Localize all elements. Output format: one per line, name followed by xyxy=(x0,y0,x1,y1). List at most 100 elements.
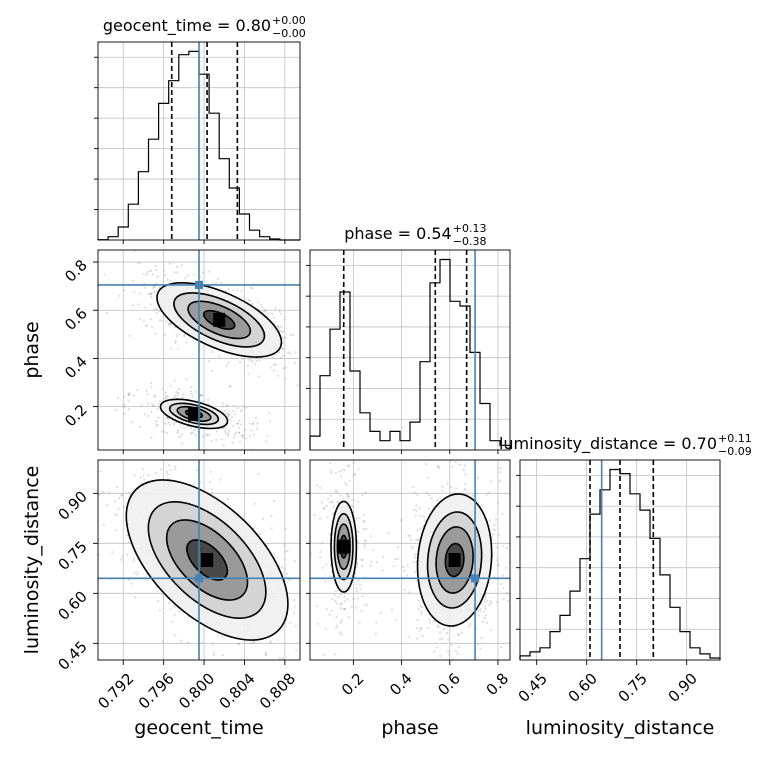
panel-geocent-phase-sample xyxy=(228,429,231,432)
panel-phase-distance-sample xyxy=(396,558,399,561)
panel-geocent-distance-sample xyxy=(144,579,147,582)
panel-geocent-phase-sample xyxy=(152,285,155,288)
panel-geocent-phase-sample xyxy=(164,397,167,400)
panel-geocent-phase-sample xyxy=(231,416,234,419)
panel-geocent-phase-sample xyxy=(150,382,153,385)
panel-phase-distance-frame xyxy=(309,459,511,661)
panel-phase-distance-sample xyxy=(484,597,487,601)
panel-geocent-distance-sample xyxy=(114,528,118,532)
panel-geocent-phase-sample xyxy=(252,433,255,436)
panel-geocent-phase-sample xyxy=(150,386,153,389)
panel-phase-distance-sample xyxy=(362,520,365,523)
panel-geocent-distance-sample xyxy=(102,524,105,527)
panel-geocent-phase-sample xyxy=(179,424,182,427)
panel-geocent-phase-sample xyxy=(264,310,267,313)
panel-phase-distance-sample xyxy=(479,647,482,650)
panel-phase-distance-sample xyxy=(327,497,330,500)
panel-geocent-distance-sample xyxy=(194,454,196,456)
panel-phase-distance-sample xyxy=(412,561,415,564)
panel-phase-distance-sample xyxy=(334,471,338,474)
panel-phase-distance-sample xyxy=(306,535,308,537)
panel-phase-distance-sample xyxy=(320,501,323,504)
panel-geocent-phase-sample xyxy=(182,427,186,430)
panel-geocent-phase-sample xyxy=(155,307,158,310)
panel-geocent-phase-sample xyxy=(238,440,241,443)
panel-geocent-distance-sample xyxy=(193,481,196,484)
panel-phase-distance-sample xyxy=(438,638,441,641)
panel-geocent-phase-sample xyxy=(165,416,168,419)
ytick-label-luminosity_distance-1: 0.60 xyxy=(54,587,90,623)
panel-geocent-distance-sample xyxy=(168,464,171,467)
panel-geocent-phase-sample xyxy=(250,286,253,289)
panel-phase-distance-sample xyxy=(335,602,338,605)
panel-phase-distance-sample xyxy=(358,516,361,520)
panel-phase-distance-sample xyxy=(418,630,421,633)
panel-geocent-phase xyxy=(97,249,309,451)
panel-phase-distance-sample xyxy=(337,439,339,441)
panel-geocent-phase-sample xyxy=(207,270,210,273)
panel-geocent-phase-sample xyxy=(169,423,172,426)
panel-geocent-phase-sample xyxy=(154,290,157,293)
panel-phase-distance-sample xyxy=(448,653,451,656)
panel-geocent-phase-sample xyxy=(289,352,292,355)
panel-geocent-phase-sample xyxy=(190,432,193,435)
panel-geocent-distance-sample xyxy=(111,551,114,554)
panel-phase-distance-sample xyxy=(360,609,363,612)
panel-phase-distance-sample xyxy=(343,607,346,611)
panel-geocent-distance-sample xyxy=(249,642,252,645)
panel-phase-distance-sample xyxy=(488,519,491,522)
panel-geocent-phase-sample xyxy=(284,377,287,380)
panel-geocent-distance-sample xyxy=(93,468,95,470)
hist-geocent_time-steps xyxy=(97,50,300,241)
panel-phase-distance-sample xyxy=(328,429,330,431)
panel-phase-distance-sample xyxy=(447,650,450,653)
panel-geocent-phase-sample xyxy=(307,360,309,362)
ytick-label-luminosity_distance-3: 0.90 xyxy=(54,487,90,523)
panel-geocent-distance-sample xyxy=(269,640,272,643)
panel-geocent-phase-sample xyxy=(229,418,232,421)
panel-geocent-phase-sample xyxy=(164,422,167,425)
panel-geocent-distance-sample xyxy=(98,493,101,496)
panel-phase-distance-sample xyxy=(329,469,332,472)
panel-phase-distance-sample xyxy=(471,494,474,497)
panel-phase-distance-sample xyxy=(439,654,442,658)
panel-phase-distance-sample xyxy=(476,476,480,479)
panel-geocent-phase-sample xyxy=(284,336,287,339)
panel-geocent-phase-sample xyxy=(132,279,135,283)
panel-phase-distance-sample xyxy=(486,599,489,603)
panel-phase-distance-sample xyxy=(433,650,436,653)
panel-geocent-distance-sample xyxy=(126,534,129,537)
panel-geocent-distance-sample xyxy=(128,541,131,544)
panel-geocent-phase-sample xyxy=(169,385,172,388)
panel-phase-distance-sample xyxy=(352,511,355,514)
panel-geocent-phase-sample xyxy=(232,288,235,291)
panel-phase-distance-sample xyxy=(505,566,508,570)
panel-geocent-phase-sample xyxy=(142,272,145,275)
xtick-label-phase-0: 0.2 xyxy=(338,670,368,700)
panel-phase-distance-sample xyxy=(406,564,409,567)
panel-phase-distance-sample xyxy=(333,593,336,597)
panel-geocent-phase-sample xyxy=(266,434,269,437)
panel-phase-distance-sample xyxy=(339,494,342,497)
ytick-label-phase-1: 0.4 xyxy=(61,353,91,383)
panel-phase-distance-sample xyxy=(415,538,418,541)
panel-geocent-phase-sample xyxy=(199,394,203,397)
panel-geocent-distance-sample xyxy=(116,486,119,489)
panel-geocent-phase-sample xyxy=(217,277,220,280)
panel-geocent-distance-truth-marker xyxy=(195,574,203,583)
panel-geocent-phase-sample xyxy=(150,410,153,413)
panel-geocent-phase-sample xyxy=(180,433,183,436)
panel-geocent-phase-sample xyxy=(145,389,148,392)
panel-geocent-distance-sample xyxy=(143,478,146,481)
panel-phase-distance-sample xyxy=(418,527,421,530)
panel-geocent-phase-sample xyxy=(127,408,130,411)
panel-geocent-distance-sample xyxy=(174,465,177,468)
panel-phase-distance-sample xyxy=(343,595,346,599)
panel-geocent-phase-sample xyxy=(250,287,253,290)
panel-geocent-phase-sample xyxy=(252,422,255,425)
panel-phase-distance-sample xyxy=(336,500,339,503)
panel-phase-distance-sample xyxy=(347,495,350,499)
panel-phase-distance-sample xyxy=(492,528,495,531)
panel-phase-distance-sample xyxy=(357,530,360,534)
panel-phase-distance-peak-0 xyxy=(448,553,461,567)
